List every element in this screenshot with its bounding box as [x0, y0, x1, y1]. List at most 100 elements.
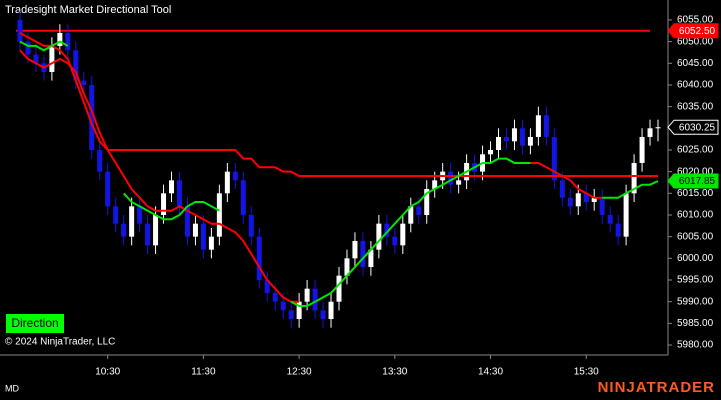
- y-tick-label: 6050.00: [677, 36, 714, 47]
- y-tick-label: 5990.00: [677, 296, 714, 307]
- candle-body: [105, 171, 111, 207]
- price-tag-label: 6017.85: [679, 176, 716, 187]
- candle-body: [320, 310, 326, 320]
- price-tag-label: 6030.25: [679, 122, 716, 133]
- candle-body: [328, 301, 334, 320]
- candle-body: [129, 206, 135, 237]
- y-tick-label: 6045.00: [677, 58, 714, 69]
- y-tick-label: 6055.00: [677, 15, 714, 26]
- candle-body: [527, 136, 533, 146]
- candle-body: [551, 136, 557, 181]
- candle-body: [304, 288, 310, 302]
- candle-body: [655, 127, 661, 129]
- candle-body: [559, 180, 565, 198]
- candle-body: [81, 80, 87, 85]
- y-tick-label: 6020.00: [677, 166, 714, 177]
- candle-body: [137, 206, 143, 224]
- candle-body: [113, 206, 119, 224]
- candle-body: [256, 236, 262, 281]
- y-tick-label: 5985.00: [677, 318, 714, 329]
- candle-body: [248, 214, 254, 237]
- candle-body: [65, 32, 71, 51]
- candle-body: [591, 197, 597, 202]
- candle-body: [511, 128, 517, 142]
- candle-body: [575, 193, 581, 207]
- candle-body: [200, 223, 206, 250]
- corner-label: MD: [5, 383, 19, 393]
- candle-body: [232, 171, 238, 181]
- candle-body: [89, 84, 95, 150]
- candle-body: [121, 223, 127, 237]
- x-tick-label: 12:30: [287, 367, 312, 378]
- candle-body: [224, 171, 230, 194]
- y-tick-label: 6005.00: [677, 231, 714, 242]
- price-tag-label: 6052.50: [679, 26, 716, 37]
- candle-body: [647, 128, 653, 137]
- indicator-line: [19, 49, 603, 303]
- x-tick-label: 15:30: [574, 367, 599, 378]
- brand-logo: NINJATRADER: [598, 379, 715, 396]
- candle-body: [416, 206, 422, 215]
- candle-body: [368, 249, 374, 268]
- candle-body: [272, 293, 278, 302]
- candle-body: [57, 32, 63, 46]
- candle-body: [432, 180, 438, 189]
- candle-body: [312, 288, 318, 311]
- candle-body: [392, 236, 398, 246]
- candle-body: [583, 193, 589, 202]
- candle-body: [384, 223, 390, 237]
- chart-title: Tradesight Market Directional Tool: [5, 4, 171, 16]
- candle-body: [599, 197, 605, 215]
- candle-body: [208, 236, 214, 250]
- candle-body: [280, 301, 286, 311]
- candle-body: [488, 149, 494, 155]
- x-tick-label: 10:30: [95, 367, 120, 378]
- candle-body: [376, 223, 382, 250]
- candle-body: [216, 193, 222, 237]
- candle-body: [456, 180, 462, 185]
- price-tag: [667, 23, 719, 39]
- candle-body: [288, 310, 294, 320]
- candle-body: [400, 223, 406, 246]
- candle-body: [73, 50, 79, 81]
- candle-body: [296, 301, 302, 320]
- candle-body: [567, 197, 573, 207]
- candle-body: [496, 136, 502, 150]
- candle-body: [408, 206, 414, 224]
- y-tick-label: 6040.00: [677, 80, 714, 91]
- candle-body: [33, 54, 39, 64]
- candle-body: [639, 136, 645, 163]
- candle-body: [176, 180, 182, 207]
- x-tick-label: 11:30: [191, 367, 216, 378]
- candle-body: [424, 188, 430, 215]
- y-tick-label: 6010.00: [677, 210, 714, 221]
- x-tick-label: 13:30: [382, 367, 407, 378]
- candle-body: [615, 223, 621, 237]
- price-tag: [667, 173, 719, 189]
- candle-body: [352, 241, 358, 259]
- indicator-line: [19, 32, 658, 177]
- candle-body: [49, 45, 55, 72]
- candle-body: [631, 162, 637, 194]
- x-tick-label: 14:30: [478, 367, 503, 378]
- price-tag: [667, 119, 719, 135]
- candle-body: [240, 180, 246, 215]
- indicator-line: [19, 40, 659, 307]
- y-tick-label: 6035.00: [677, 101, 714, 112]
- copyright: © 2024 NinjaTrader, LLC: [5, 337, 115, 348]
- candle-body: [535, 115, 541, 137]
- candle-body: [153, 214, 159, 246]
- candle-body: [184, 206, 190, 237]
- y-tick-label: 5980.00: [677, 340, 714, 351]
- candle-body: [607, 214, 613, 224]
- y-tick-label: 6015.00: [677, 188, 714, 199]
- candle-body: [264, 280, 270, 294]
- y-tick-label: 6000.00: [677, 253, 714, 264]
- candle-body: [97, 149, 103, 172]
- candle-body: [360, 241, 366, 268]
- indicator-label: Direction: [11, 316, 58, 330]
- candle-body: [161, 193, 167, 215]
- candle-body: [145, 223, 151, 246]
